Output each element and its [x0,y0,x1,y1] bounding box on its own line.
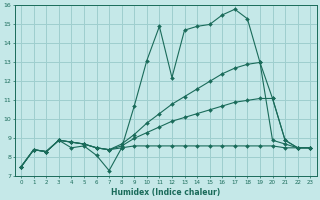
X-axis label: Humidex (Indice chaleur): Humidex (Indice chaleur) [111,188,220,197]
